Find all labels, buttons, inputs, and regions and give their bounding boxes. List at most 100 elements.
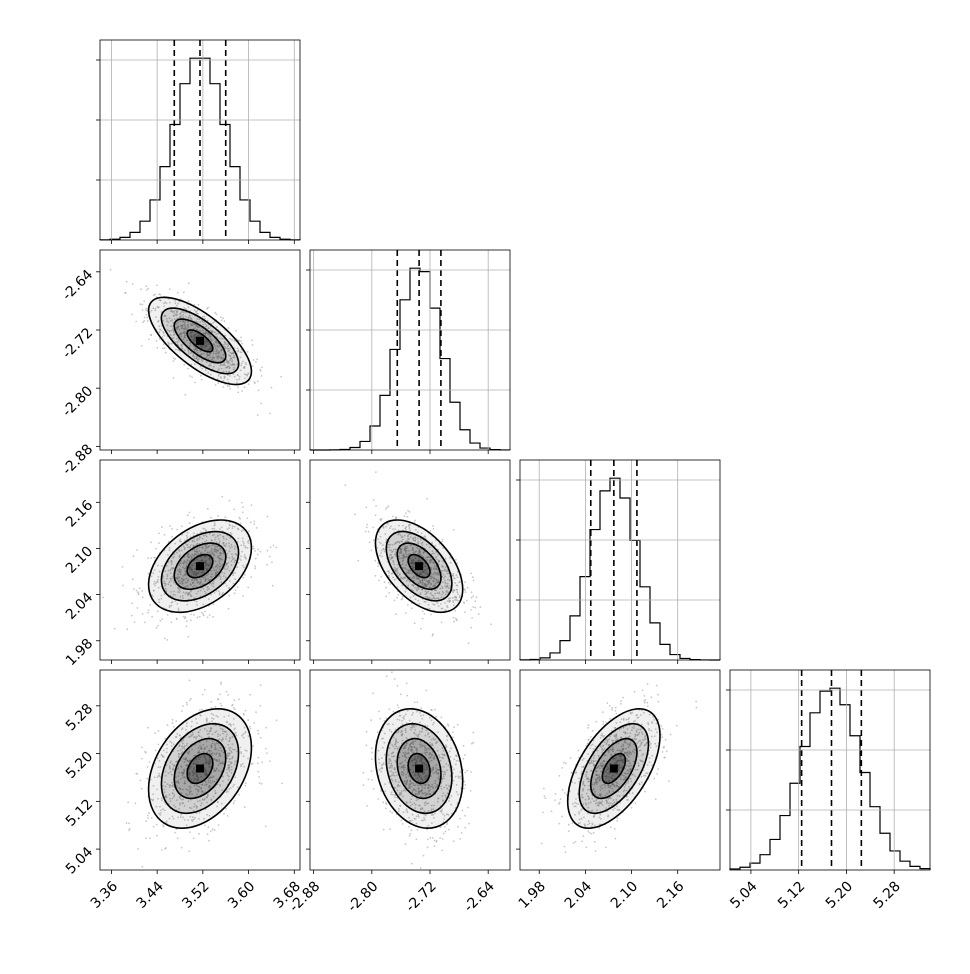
scatter-point [388, 582, 390, 584]
scatter-point [148, 812, 150, 814]
scatter-point [229, 500, 231, 502]
scatter-point [371, 758, 373, 760]
scatter-point [142, 309, 144, 311]
scatter-point [244, 386, 246, 388]
scatter-point [210, 830, 212, 832]
scatter-point [173, 377, 175, 379]
scatter-point [247, 351, 249, 353]
scatter-point [209, 614, 211, 616]
scatter-point [389, 811, 391, 813]
scatter-point [407, 510, 409, 512]
scatter-point [240, 340, 242, 342]
scatter-point [186, 625, 188, 627]
scatter-point [470, 790, 472, 792]
scatter-point [635, 802, 637, 804]
scatter-point [471, 743, 473, 745]
scatter-point [234, 592, 236, 594]
scatter-point [257, 414, 259, 416]
scatter-point [420, 628, 422, 630]
scatter-point [190, 619, 192, 621]
scatter-point [463, 602, 465, 604]
scatter-point [249, 726, 251, 728]
scatter-point [153, 557, 155, 559]
scatter-point [141, 758, 143, 760]
scatter-point [470, 609, 472, 611]
scatter-point [249, 694, 251, 696]
scatter-point [474, 600, 476, 602]
scatter-point [344, 484, 346, 486]
scatter-point [145, 820, 147, 822]
scatter-point [135, 802, 137, 804]
scatter-point [237, 586, 239, 588]
scatter-point [257, 380, 259, 382]
scatter-point [189, 700, 191, 702]
scatter-point [131, 602, 133, 604]
scatter-point [467, 807, 469, 809]
scatter-point [149, 837, 151, 839]
scatter-point [252, 366, 254, 368]
density-peak [196, 337, 204, 345]
scatter-point [366, 731, 368, 733]
scatter-point [590, 736, 592, 738]
scatter-point [149, 604, 151, 606]
scatter-point [220, 683, 222, 685]
scatter-point [224, 516, 226, 518]
scatter-point [167, 614, 169, 616]
scatter-point [563, 762, 565, 764]
scatter-point [375, 471, 377, 473]
scatter-point [154, 732, 156, 734]
scatter-point [651, 696, 653, 698]
scatter-point [280, 376, 282, 378]
scatter-point [147, 612, 149, 614]
scatter-point [257, 763, 259, 765]
scatter-point [148, 609, 150, 611]
scatter-point [210, 701, 212, 703]
scatter-point [382, 801, 384, 803]
scatter-point [394, 678, 396, 680]
scatter-point [448, 725, 450, 727]
scatter-point [414, 702, 416, 704]
scatter-point [397, 594, 399, 596]
scatter-point [161, 618, 163, 620]
scatter-point [143, 320, 145, 322]
scatter-point [379, 718, 381, 720]
scatter-point [175, 720, 177, 722]
scatter-point [173, 726, 175, 728]
scatter-point [411, 863, 413, 865]
scatter-point [386, 675, 388, 677]
scatter-point [402, 823, 404, 825]
scatter-point [204, 689, 206, 691]
scatter-point [169, 525, 171, 527]
scatter-point [143, 300, 145, 302]
scatter-point [452, 731, 454, 733]
scatter-point [397, 704, 399, 706]
scatter-point [141, 747, 143, 749]
scatter-point [476, 596, 478, 598]
scatter-point [271, 387, 273, 389]
scatter-point [245, 785, 247, 787]
scatter-point [258, 390, 260, 392]
scatter-point [164, 347, 166, 349]
scatter-point [124, 292, 126, 294]
scatter-point [375, 514, 377, 516]
scatter-point [695, 701, 697, 703]
scatter-point [222, 386, 224, 388]
scatter-point [238, 699, 240, 701]
scatter-point [126, 628, 128, 630]
scatter-point [132, 578, 134, 580]
scatter-point [464, 581, 466, 583]
scatter-point [184, 394, 186, 396]
scatter-point [434, 709, 436, 711]
scatter-point [269, 556, 271, 558]
scatter-point [362, 772, 364, 774]
scatter-point [233, 509, 235, 511]
scatter-point [392, 516, 394, 518]
scatter-point [265, 727, 267, 729]
scatter-point [221, 496, 223, 498]
scatter-point [250, 576, 252, 578]
scatter-point [441, 717, 443, 719]
scatter-point [256, 358, 258, 360]
scatter-point [137, 591, 139, 593]
scatter-point [257, 730, 259, 732]
scatter-point [164, 848, 166, 850]
